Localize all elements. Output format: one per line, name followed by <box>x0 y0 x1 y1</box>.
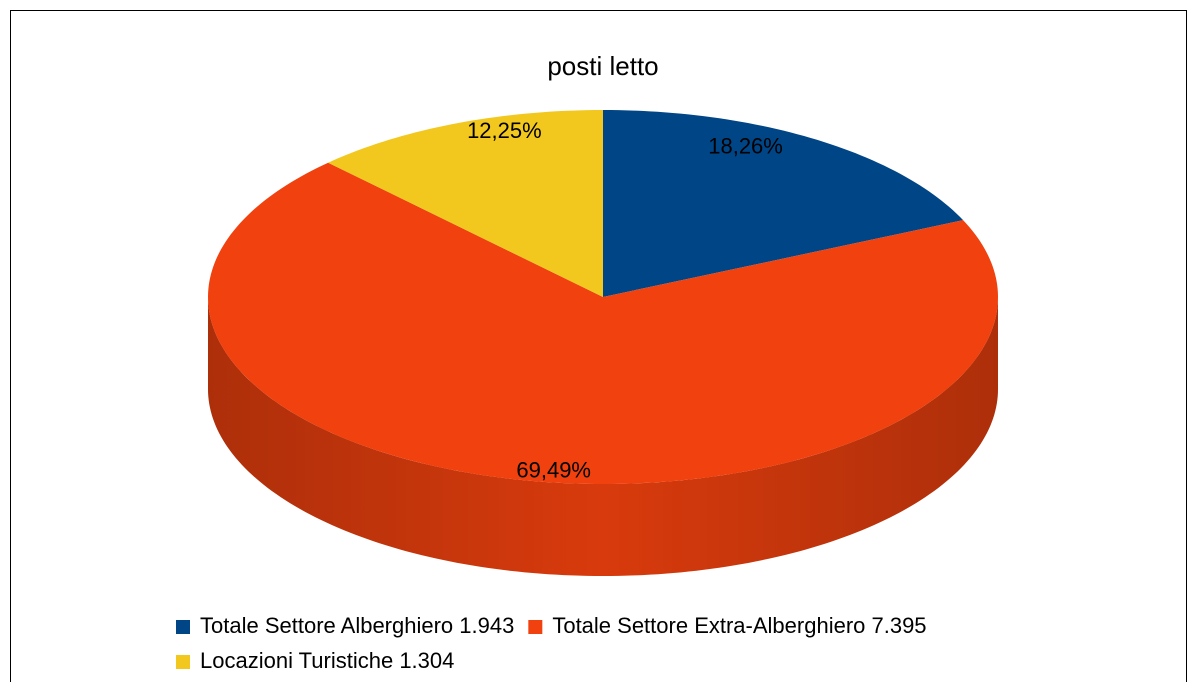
legend-label: Locazioni Turistiche 1.304 <box>200 648 454 673</box>
chart-title: posti letto <box>547 51 658 81</box>
pie-slice <box>208 162 998 484</box>
pie-side-shade <box>208 297 998 576</box>
pie: 18,26% 69,49% 12,25% <box>208 110 998 576</box>
legend: Totale Settore Alberghiero 1.943 Totale S… <box>176 613 927 673</box>
legend-label: Totale Settore Extra-Alberghiero 7.395 <box>552 613 926 638</box>
legend-swatch <box>528 620 543 634</box>
legend-swatch <box>176 655 190 669</box>
data-label: 69,49% <box>516 457 591 482</box>
legend-swatch <box>176 620 190 634</box>
pie-slice <box>328 110 603 297</box>
data-label: 18,26% <box>708 134 783 159</box>
data-label: 12,25% <box>467 118 542 143</box>
legend-label: Totale Settore Alberghiero 1.943 <box>200 613 514 638</box>
pie-slice <box>603 110 964 297</box>
